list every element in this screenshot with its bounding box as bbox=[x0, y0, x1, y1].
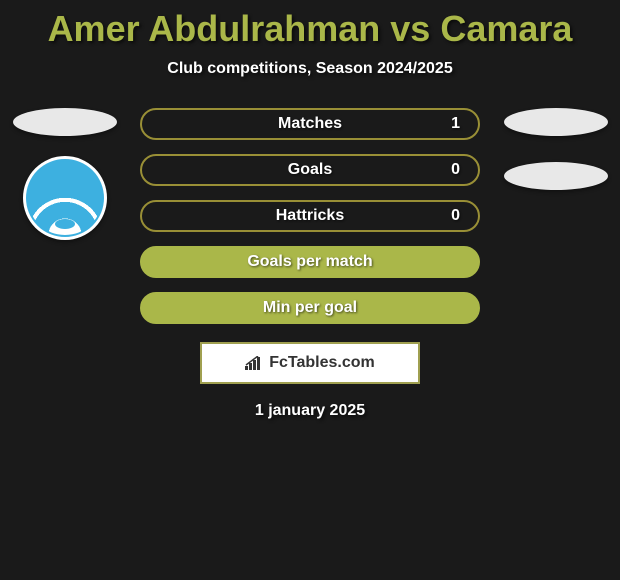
stat-bar-min-per-goal: Min per goal bbox=[140, 292, 480, 324]
player2-club-placeholder bbox=[504, 162, 608, 190]
content-row: Matches 1 Goals 0 Hattricks 0 Goals per match M… bbox=[0, 108, 620, 324]
player2-avatar-placeholder bbox=[504, 108, 608, 136]
page-title: Amer Abdulrahman vs Camara bbox=[48, 8, 573, 50]
stat-value: 0 bbox=[451, 207, 460, 225]
stat-bar-matches: Matches 1 bbox=[140, 108, 480, 140]
player1-avatar-placeholder bbox=[13, 108, 117, 136]
stat-label: Matches bbox=[278, 115, 342, 133]
left-column bbox=[7, 108, 122, 240]
stat-bar-goals-per-match: Goals per match bbox=[140, 246, 480, 278]
stat-label: Hattricks bbox=[276, 207, 344, 225]
stat-value: 0 bbox=[451, 161, 460, 179]
stat-bar-goals: Goals 0 bbox=[140, 154, 480, 186]
stat-label: Goals per match bbox=[247, 253, 372, 271]
right-column bbox=[498, 108, 613, 190]
stat-label: Min per goal bbox=[263, 299, 357, 317]
stat-label: Goals bbox=[288, 161, 332, 179]
stats-column: Matches 1 Goals 0 Hattricks 0 Goals per match M… bbox=[140, 108, 480, 324]
club-badge-graphic bbox=[26, 159, 104, 237]
player1-club-badge bbox=[23, 156, 107, 240]
date-text: 1 january 2025 bbox=[255, 402, 365, 420]
chart-icon bbox=[245, 356, 263, 370]
footer-brand-text: FcTables.com bbox=[269, 354, 375, 372]
stat-value: 1 bbox=[451, 115, 460, 133]
subtitle: Club competitions, Season 2024/2025 bbox=[167, 60, 452, 78]
footer-brand-box[interactable]: FcTables.com bbox=[200, 342, 420, 384]
stat-bar-hattricks: Hattricks 0 bbox=[140, 200, 480, 232]
